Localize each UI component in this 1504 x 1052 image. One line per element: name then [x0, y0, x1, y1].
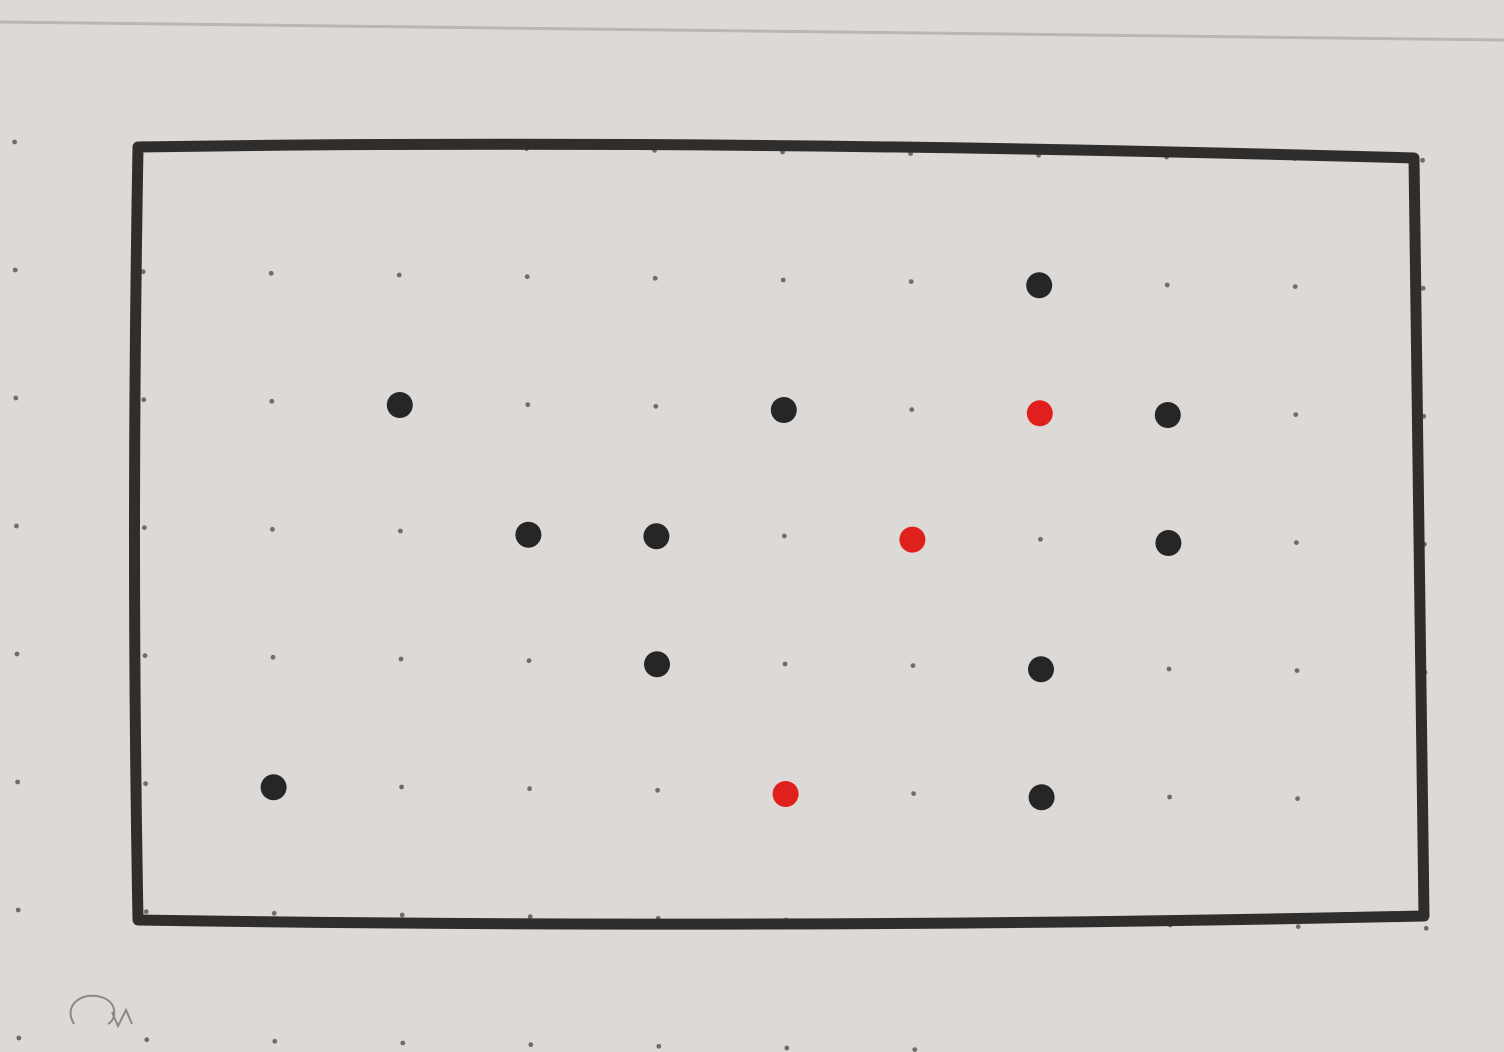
black-marker-dot — [515, 522, 541, 548]
grid-dot — [1295, 796, 1300, 801]
grid-dot — [1165, 283, 1170, 288]
grid-dot — [399, 657, 404, 662]
grid-dot — [655, 788, 660, 793]
red-marker-dot — [773, 781, 799, 807]
grid-dot — [525, 402, 530, 407]
grid-dot — [1295, 668, 1300, 673]
grid-dot — [909, 279, 914, 284]
grid-dot — [13, 268, 18, 273]
grid-dot — [912, 1047, 917, 1052]
grid-dot — [272, 911, 277, 916]
grid-dot — [911, 663, 916, 668]
grid-dot — [527, 658, 532, 663]
grid-dot — [271, 655, 276, 660]
grid-dot — [782, 534, 787, 539]
black-marker-dot — [1028, 656, 1054, 682]
grid-dot — [527, 786, 532, 791]
grid-dot — [1293, 284, 1298, 289]
grid-dot — [16, 1036, 21, 1041]
grid-dot — [653, 276, 658, 281]
grid-dot — [142, 525, 147, 530]
grid-dot — [398, 529, 403, 534]
grid-dot — [269, 271, 274, 276]
grid-dot — [269, 399, 274, 404]
grid-dot — [1038, 537, 1043, 542]
grid-dot — [15, 780, 20, 785]
grid-dot — [909, 407, 914, 412]
grid-dot — [1167, 667, 1172, 672]
grid-dot — [15, 652, 20, 657]
grid-dot — [397, 273, 402, 278]
grid-dot — [14, 524, 19, 529]
grid-dot — [400, 1041, 405, 1046]
grid-dot — [784, 1046, 789, 1051]
grid-dot — [528, 1042, 533, 1047]
grid-dot — [141, 397, 146, 402]
grid-dot — [399, 785, 404, 790]
grid-dot — [1293, 412, 1298, 417]
grid-dot — [144, 1037, 149, 1042]
grid-dot — [783, 662, 788, 667]
grid-dot — [272, 1039, 277, 1044]
grid-dot — [525, 274, 530, 279]
grid-dot — [1294, 540, 1299, 545]
grid-dot — [1167, 795, 1172, 800]
grid-dot — [16, 908, 21, 913]
red-marker-dot — [1027, 400, 1053, 426]
grid-dot — [13, 396, 18, 401]
grid-dot — [1424, 926, 1429, 931]
grid-dot — [911, 791, 916, 796]
black-marker-dot — [771, 397, 797, 423]
black-marker-dot — [1155, 530, 1181, 556]
grid-dot — [12, 140, 17, 145]
grid-dot — [144, 909, 149, 914]
grid-dot — [400, 913, 405, 918]
black-marker-dot — [644, 651, 670, 677]
grid-dot — [656, 1044, 661, 1049]
grid-dot — [143, 653, 148, 658]
grid-dot — [1420, 158, 1425, 163]
grid-dot — [781, 278, 786, 283]
grid-dot — [653, 404, 658, 409]
black-marker-dot — [387, 392, 413, 418]
grid-dot — [1296, 924, 1301, 929]
black-marker-dot — [643, 523, 669, 549]
grid-dot — [143, 781, 148, 786]
black-marker-dot — [1029, 784, 1055, 810]
black-marker-dot — [1155, 402, 1181, 428]
red-marker-dot — [899, 527, 925, 553]
grid-dot — [270, 527, 275, 532]
black-marker-dot — [261, 774, 287, 800]
black-marker-dot — [1026, 272, 1052, 298]
grid-dot — [1421, 286, 1426, 291]
